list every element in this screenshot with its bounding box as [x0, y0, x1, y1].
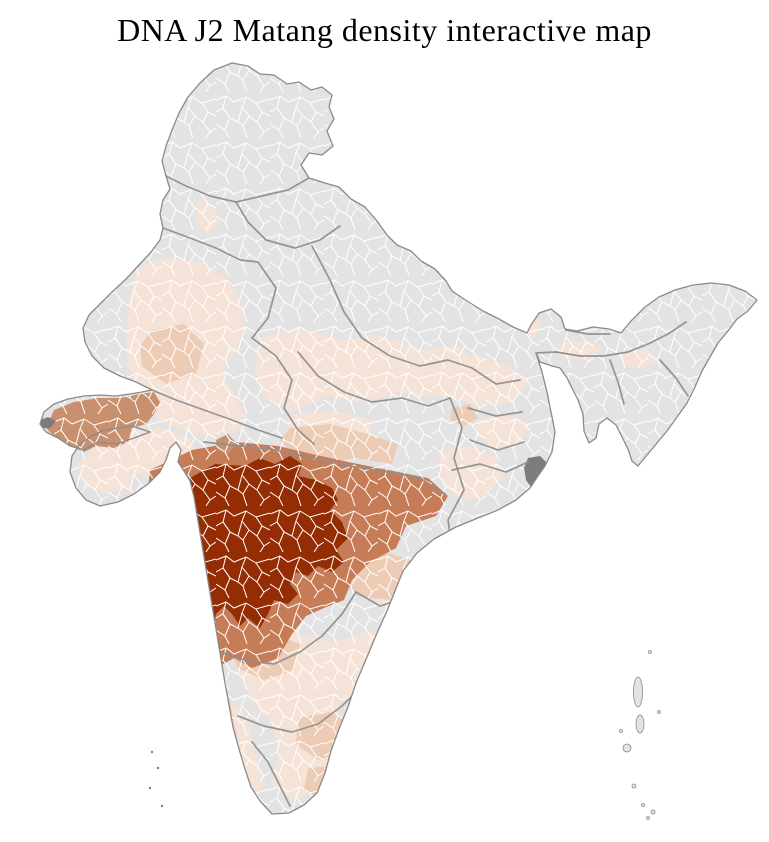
lakshadweep-islands[interactable]: [148, 750, 164, 808]
map-title: DNA J2 Matang density interactive map: [117, 12, 652, 48]
state-borders: [151, 175, 689, 807]
region-kutch-rann-marsh: [40, 417, 56, 428]
andaman-nicobar-islands[interactable]: [619, 650, 661, 820]
district-borders-mesh: [40, 63, 757, 814]
